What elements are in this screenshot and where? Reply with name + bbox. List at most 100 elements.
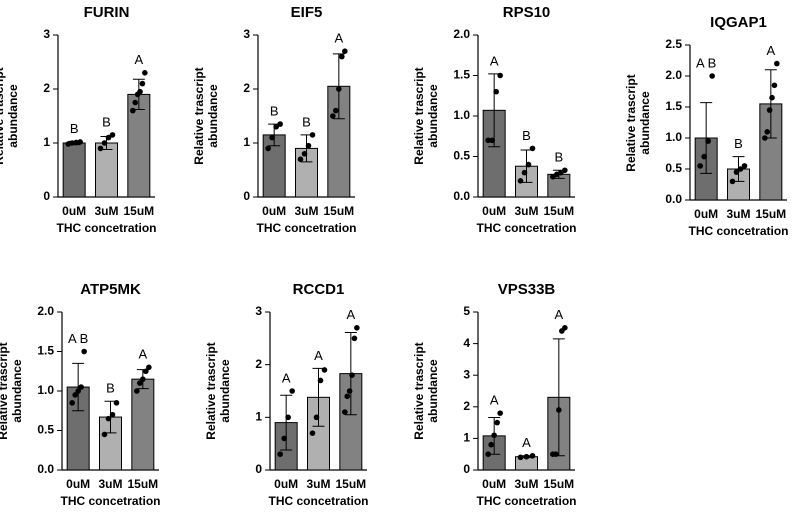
data-point: [297, 156, 304, 162]
x-axis-label: THC concetration: [476, 494, 576, 508]
data-point: [762, 135, 768, 141]
y-tick-label: 2: [255, 357, 262, 371]
bar: [62, 142, 86, 198]
data-point: [132, 99, 139, 106]
data-point: [289, 388, 295, 394]
data-point: [265, 145, 271, 152]
y-tick-label: 2: [463, 399, 470, 413]
data-point: [709, 73, 715, 79]
x-axis-label: THC concetration: [688, 224, 788, 238]
data-point: [321, 367, 328, 373]
x-tick-label: 0uM: [62, 204, 86, 218]
data-point: [301, 151, 308, 157]
significance-letter: A: [282, 370, 291, 385]
data-point: [139, 80, 146, 87]
data-point: [771, 82, 778, 89]
data-point: [556, 407, 562, 413]
y-tick-label: 1: [255, 410, 262, 424]
significance-letter: A: [766, 43, 775, 58]
data-point: [313, 414, 320, 421]
data-point: [77, 139, 83, 145]
significance-letter: B: [734, 136, 743, 151]
chart-title: VPS33B: [498, 281, 556, 298]
data-point: [774, 60, 780, 67]
data-point: [277, 451, 283, 458]
data-point: [342, 409, 348, 415]
error-bar: [700, 102, 713, 174]
data-point: [489, 137, 495, 144]
significance-letter: A: [138, 347, 147, 362]
data-point: [346, 388, 353, 394]
chart-title: RPS10: [503, 4, 551, 21]
chart-title: RCCD1: [293, 281, 345, 298]
data-point: [497, 410, 503, 416]
x-tick-label: 3uM: [99, 477, 123, 491]
data-point: [741, 163, 748, 169]
x-axis-label: THC concetration: [56, 221, 156, 235]
x-tick-label: 0uM: [694, 207, 718, 221]
data-point: [277, 121, 283, 127]
data-point: [553, 451, 559, 458]
significance-letter: A B: [68, 331, 88, 346]
x-axis-label: THC concetration: [256, 221, 356, 235]
data-point: [517, 454, 524, 461]
y-tick-label: 2: [243, 81, 250, 95]
x-axis-label: THC concetration: [268, 494, 368, 508]
chart-title: ATP5MK: [80, 281, 141, 298]
data-point: [130, 107, 136, 114]
x-tick-label: 3uM: [515, 204, 539, 218]
y-axis-label: Relative trascript abundance: [0, 67, 20, 165]
x-tick-label: 0uM: [482, 204, 506, 218]
y-tick-label: 2.5: [665, 37, 682, 51]
data-point: [330, 113, 336, 119]
x-tick-label: 15uM: [123, 204, 154, 218]
y-axis-label: Relative trascript abundance: [0, 342, 24, 440]
data-point: [517, 178, 524, 184]
data-point: [269, 134, 275, 141]
chart-title: IQGAP1: [710, 14, 767, 31]
data-point: [101, 140, 108, 146]
significance-letter: B: [554, 150, 563, 165]
y-tick-label: 1: [243, 135, 250, 149]
significance-letter: B: [302, 114, 311, 129]
data-point: [525, 161, 532, 168]
data-point: [72, 392, 78, 398]
data-point: [697, 163, 703, 169]
y-tick-label: 0.5: [453, 149, 470, 163]
significance-letter: B: [522, 128, 531, 143]
data-point: [562, 325, 568, 331]
y-tick-label: 3: [255, 304, 262, 318]
data-point: [733, 169, 740, 175]
data-point: [491, 432, 497, 439]
x-tick-label: 3uM: [307, 477, 331, 491]
y-tick-label: 0.0: [453, 189, 470, 203]
data-point: [494, 419, 500, 426]
data-point: [109, 132, 116, 138]
y-tick-label: 2.0: [665, 68, 682, 82]
data-point: [351, 335, 358, 342]
significance-letter: A: [134, 52, 143, 67]
x-tick-label: 15uM: [323, 204, 354, 218]
bar: [95, 142, 118, 198]
significance-letter: A: [314, 348, 323, 363]
data-point: [354, 325, 360, 331]
y-tick-label: 0.5: [37, 423, 54, 437]
data-point: [497, 72, 503, 79]
significance-letter: B: [102, 114, 111, 129]
y-tick-label: 3: [243, 27, 250, 41]
data-point: [140, 376, 146, 382]
data-point: [143, 368, 149, 375]
data-point: [317, 377, 324, 384]
y-tick-label: 1: [43, 135, 50, 149]
significance-letter: A: [522, 435, 531, 450]
y-tick-label: 3: [43, 27, 50, 41]
y-axis-label: Relative trascript abundance: [624, 73, 652, 172]
significance-letter: A B: [696, 55, 716, 70]
data-point: [333, 107, 339, 114]
data-point: [485, 451, 491, 458]
y-tick-label: 1.0: [453, 108, 470, 122]
y-axis-label: Relative trascript abundance: [192, 67, 220, 165]
data-point: [78, 384, 84, 390]
y-tick-label: 0: [255, 462, 262, 476]
data-point: [105, 134, 112, 141]
